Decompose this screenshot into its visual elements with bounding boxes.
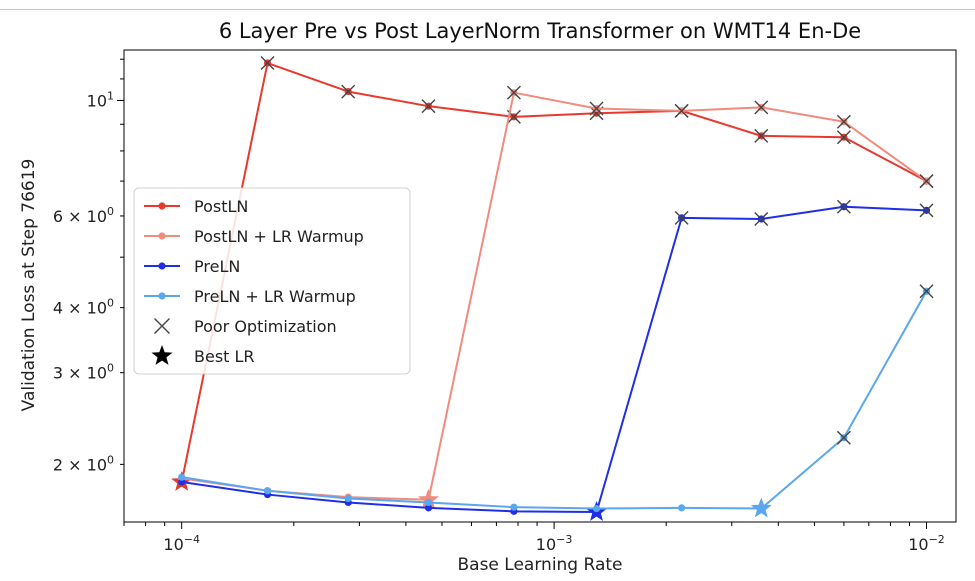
data-point — [178, 473, 186, 481]
legend-marker-swatch — [158, 292, 166, 300]
series-line — [180, 62, 927, 483]
plot-frame — [123, 49, 957, 523]
legend-label: PreLN — [194, 257, 240, 276]
poor-optimization-marker — [836, 430, 851, 445]
legend-label: PostLN + LR Warmup — [194, 227, 364, 246]
y-axis-label: Validation Loss at Step 76619 — [19, 159, 39, 412]
poor-optimization-marker — [674, 103, 689, 118]
poor-optimization-marker — [754, 211, 769, 226]
legend-x-swatch — [154, 318, 170, 334]
series-3 — [178, 284, 934, 518]
data-point — [424, 498, 433, 507]
poor-optimization-marker — [506, 85, 521, 100]
legend-marker-swatch — [158, 232, 166, 240]
poor-optimization-marker — [754, 100, 769, 115]
poor-optimization-marker — [589, 101, 604, 116]
data-point — [678, 504, 686, 512]
best-lr-star — [750, 497, 772, 518]
best-lr-star — [418, 488, 439, 509]
legend-marker-swatch — [158, 202, 166, 210]
poor-optimization-marker — [836, 130, 851, 145]
y-tick-label: 6 × 100 — [53, 205, 114, 226]
data-point — [263, 487, 272, 495]
y-axis-ticks: 101 6 × 100 4 × 100 3 × 100 2 × 100 — [53, 58, 124, 474]
y-tick-label: 2 × 100 — [53, 453, 114, 474]
x-tick-label: 10−2 — [908, 533, 945, 554]
x-axis-ticks: 10−4 10−3 10−2 — [123, 522, 945, 554]
poor-optimization-marker — [919, 203, 934, 218]
poor-optimization-marker — [754, 128, 769, 143]
x-tick-label: 10−4 — [163, 533, 200, 554]
poor-optimization-marker — [919, 284, 934, 299]
series-line — [181, 290, 928, 510]
legend-label: PreLN + LR Warmup — [194, 287, 356, 306]
series-line — [181, 205, 927, 514]
data-point — [510, 503, 518, 511]
legend-label: PostLN — [194, 197, 248, 216]
x-tick-label: 10−3 — [536, 533, 573, 554]
legend-star-swatch — [151, 345, 173, 365]
legend-frame — [133, 187, 411, 375]
legend-label: Best LR — [194, 347, 255, 366]
poor-optimization-marker — [836, 199, 851, 214]
poor-optimization-marker — [421, 99, 436, 114]
poor-optimization-marker — [919, 174, 934, 189]
series-2 — [178, 199, 934, 521]
poor-optimization-marker — [836, 114, 851, 129]
y-tick-label: 4 × 100 — [53, 297, 114, 318]
legend: PostLN PostLN + LR Warmup PreLN PreLN + LR … — [133, 187, 411, 375]
poor-optimization-marker — [341, 84, 356, 99]
poor-optimization-marker — [260, 56, 275, 71]
y-tick-label: 3 × 100 — [53, 362, 114, 383]
chart-title: 6 Layer Pre vs Post LayerNorm Transforme… — [219, 19, 861, 43]
poor-optimization-marker — [674, 210, 689, 225]
data-point — [592, 504, 601, 513]
data-point — [344, 494, 352, 503]
x-axis-label: Base Learning Rate — [458, 555, 623, 575]
plot-area — [123, 49, 957, 523]
data-point — [424, 504, 433, 512]
top-divider-line — [0, 9, 975, 10]
legend-label: Poor Optimization — [194, 317, 337, 336]
legend-marker-swatch — [158, 262, 166, 270]
y-tick-label: 101 — [87, 89, 114, 110]
